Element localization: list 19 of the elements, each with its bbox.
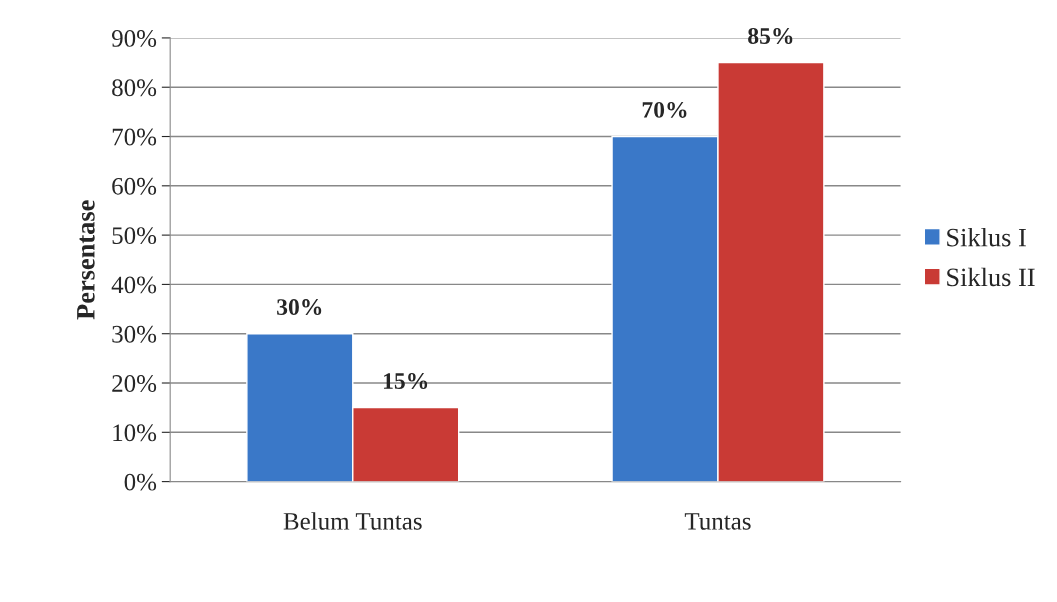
y-tick-label: 60% <box>112 177 157 195</box>
y-tick-label: 40% <box>111 276 157 294</box>
legend-label: Siklus I <box>947 227 1026 247</box>
data-label: 70% <box>642 101 687 118</box>
data-label: 15% <box>384 373 428 390</box>
y-tick-label: 20% <box>112 375 157 393</box>
y-tick-label: 90% <box>111 29 157 47</box>
y-tick-label: 70% <box>112 128 157 146</box>
y-tick-label: 30% <box>112 325 157 343</box>
y-axis-title: Persentase <box>77 200 95 320</box>
y-tick-label: 10% <box>113 424 157 442</box>
y-tick-label: 80% <box>112 79 157 97</box>
y-tick-label: 50% <box>112 227 157 245</box>
x-tick-label: Belum Tuntas <box>283 512 422 530</box>
x-tick-label: Tuntas <box>684 513 751 530</box>
data-label: 85% <box>748 27 793 44</box>
y-tick-label: 0% <box>124 473 157 491</box>
legend-label: Siklus II <box>947 267 1035 287</box>
data-label: 30% <box>277 299 322 316</box>
